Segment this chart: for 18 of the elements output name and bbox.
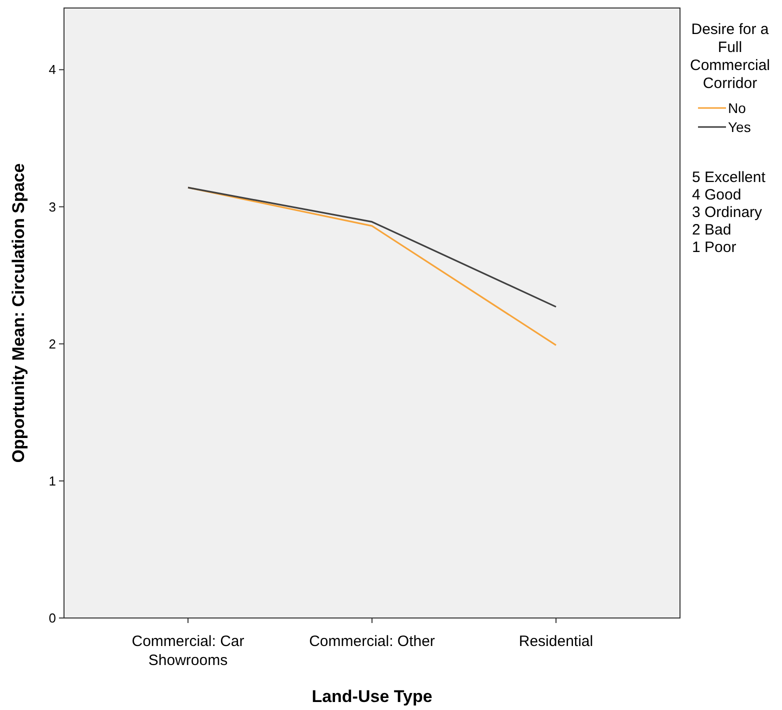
x-tick-label: Commercial: Other (309, 633, 435, 650)
text: 2 Bad (692, 222, 732, 238)
y-tick-label: 3 (48, 199, 56, 214)
text: 4 Good (692, 186, 742, 204)
x-tick-label: Residential (518, 633, 594, 650)
y-tick-label: 1 (48, 473, 56, 488)
y-tick-label: 4 (48, 62, 56, 78)
x-axis-title: Land-Use Type (312, 687, 432, 706)
y-tick-label: 2 (48, 336, 56, 352)
legend-label: Yes (728, 118, 751, 135)
y-tick-label: 0 (48, 610, 56, 626)
text: 3 Ordinary (692, 204, 763, 221)
legend-label: No (728, 100, 746, 116)
text: 1 Poor (692, 239, 736, 256)
x-tick-label: Commercial: Car Showrooms (132, 633, 244, 669)
text: 5 Excellent (692, 169, 766, 186)
legend-title: Desire for a Full Commercial Corridor (690, 21, 770, 92)
y-axis-title: Opportunity Mean: Circulation Space (9, 163, 28, 463)
